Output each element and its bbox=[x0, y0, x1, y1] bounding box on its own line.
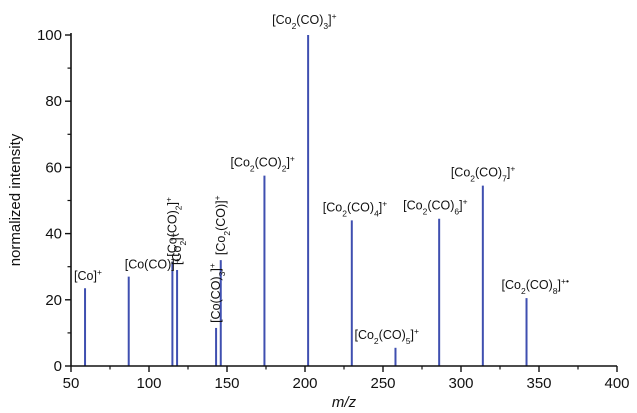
x-tick-label: 150 bbox=[214, 375, 239, 392]
x-tick-label: 50 bbox=[63, 375, 80, 392]
x-tick-label: 100 bbox=[136, 375, 161, 392]
x-tick-label: 300 bbox=[448, 375, 473, 392]
peak-bars bbox=[84, 35, 528, 366]
x-tick-label: 400 bbox=[604, 375, 629, 392]
peak-label: [Co2(CO)6]+ bbox=[403, 197, 467, 217]
peak-label: [Co2(CO)5]+ bbox=[354, 326, 418, 346]
peak-label: [Co(CO)3]+ bbox=[207, 263, 227, 323]
peak-label: [Co(CO)2]+ bbox=[163, 197, 183, 257]
axis-ticks: 50 100 150 200 250 300 350 400 0 20 40 60 80 100 bbox=[37, 27, 630, 392]
x-tick-label: 250 bbox=[370, 375, 395, 392]
peak-label: [Co(CO)]+ bbox=[125, 256, 180, 272]
y-tick-label: 0 bbox=[54, 358, 62, 375]
y-tick-label: 80 bbox=[45, 93, 62, 110]
x-tick-label: 350 bbox=[526, 375, 551, 392]
peak-label: [Co2(CO)8]+• bbox=[502, 276, 569, 296]
y-tick-label: 20 bbox=[45, 292, 62, 309]
peak-label: [Co2(CO)4]+ bbox=[323, 198, 387, 218]
peak-labels: [Co]+ [Co(CO)]+[Co(CO)2]+[Co2]+ [Co(CO)3]+… bbox=[74, 11, 569, 346]
peak-label: [Co2(CO)2]+ bbox=[230, 154, 294, 174]
axes bbox=[70, 33, 617, 367]
peak-label: [Co]+ bbox=[74, 267, 102, 283]
peak-label: [Co2(CO)]+ bbox=[212, 195, 232, 255]
peak-label: [Co2(CO)7]+ bbox=[451, 164, 515, 184]
peak-label: [Co2(CO)3]+ bbox=[272, 11, 336, 31]
y-tick-label: 100 bbox=[37, 27, 62, 44]
x-tick-label: 200 bbox=[292, 375, 317, 392]
y-tick-label: 60 bbox=[45, 159, 62, 176]
peak-label: [Co2]+ bbox=[168, 232, 188, 265]
x-axis-title: m/z bbox=[332, 394, 357, 411]
y-axis-title: normalized intensity bbox=[7, 133, 24, 266]
y-tick-label: 40 bbox=[45, 226, 62, 243]
